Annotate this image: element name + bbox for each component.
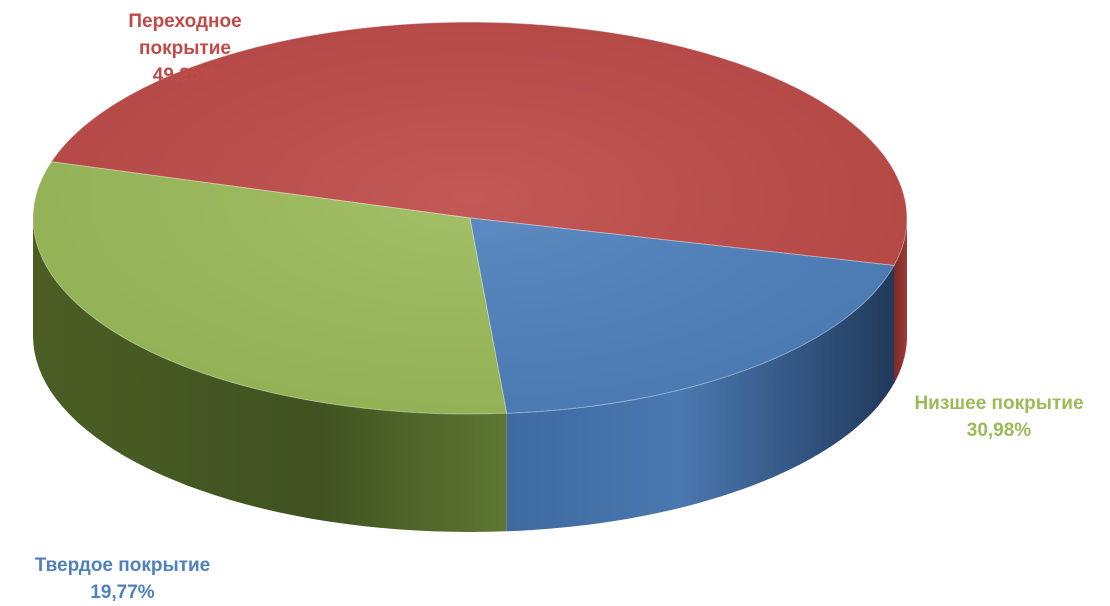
slice-label-0-percent: 49,25% <box>152 65 218 86</box>
slice-side-1 <box>33 218 507 532</box>
slice-label-2-percent: 19,77% <box>90 582 155 603</box>
slice-label-0: Переходное покрытие 49,25% <box>70 8 300 89</box>
slice-label-1: Низшее покрытие 30,98% <box>888 390 1110 444</box>
pie-top-shading <box>33 22 907 414</box>
slice-side-0 <box>894 218 907 384</box>
slice-label-1-percent: 30,98% <box>966 420 1032 441</box>
slice-label-0-line-2: покрытие <box>139 38 231 59</box>
slice-side-2 <box>506 265 894 532</box>
slice-label-2: Твердое покрытие 19,77% <box>0 552 245 606</box>
slice-label-1-line-1: Низшее покрытие <box>914 393 1084 414</box>
pie-tops <box>32 21 908 415</box>
slice-label-0-line-1: Переходное <box>128 11 242 32</box>
slice-label-2-line-1: Твердое покрытие <box>34 555 211 576</box>
pie-sides <box>33 218 907 532</box>
